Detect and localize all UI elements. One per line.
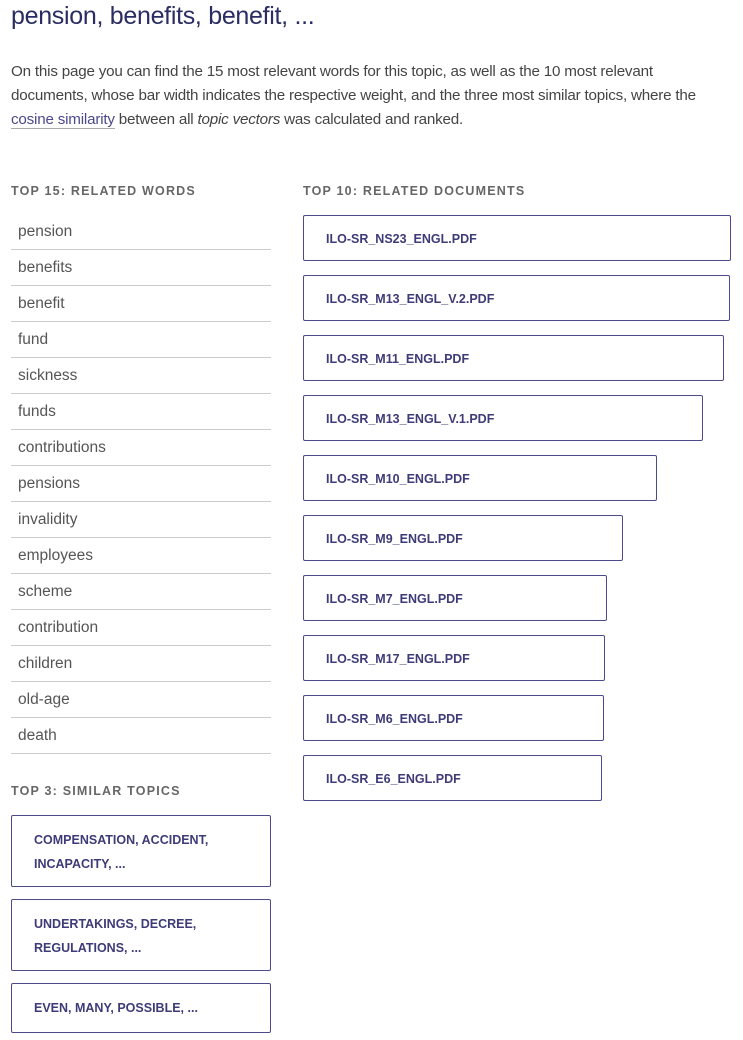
document-bar[interactable]: ILO-SR_M13_ENGL_V.1.PDF <box>303 395 703 441</box>
word-item: sickness <box>11 358 271 394</box>
document-bar[interactable]: ILO-SR_M17_ENGL.PDF <box>303 635 605 681</box>
document-bar[interactable]: ILO-SR_M13_ENGL_V.2.PDF <box>303 275 730 321</box>
document-bar[interactable]: ILO-SR_M10_ENGL.PDF <box>303 455 657 501</box>
document-bar[interactable]: ILO-SR_E6_ENGL.PDF <box>303 755 602 801</box>
word-item: funds <box>11 394 271 430</box>
document-bar[interactable]: ILO-SR_M7_ENGL.PDF <box>303 575 607 621</box>
similar-topic-button[interactable]: COMPENSATION, ACCIDENT, INCAPACITY, ... <box>11 815 271 887</box>
word-item: contribution <box>11 610 271 646</box>
document-bar[interactable]: ILO-SR_M6_ENGL.PDF <box>303 695 604 741</box>
intro-part: On this page you can find the 15 most re… <box>11 63 696 104</box>
intro-part: between all <box>114 111 198 128</box>
word-item: scheme <box>11 574 271 610</box>
intro-italic: topic vectors <box>197 111 281 128</box>
word-item: contributions <box>11 430 271 466</box>
document-bar[interactable]: ILO-SR_NS23_ENGL.PDF <box>303 215 731 261</box>
word-item: benefits <box>11 250 271 286</box>
document-bar[interactable]: ILO-SR_M11_ENGL.PDF <box>303 335 724 381</box>
cosine-similarity-link[interactable]: cosine similarity <box>11 111 115 129</box>
intro-part: was calculated and ranked. <box>280 111 463 128</box>
similar-topic-button[interactable]: UNDERTAKINGS, DECREE, REGULATIONS, ... <box>11 899 271 971</box>
word-item: pensions <box>11 466 271 502</box>
page-title: pension, benefits, benefit, ... <box>11 2 315 30</box>
word-item: old-age <box>11 682 271 718</box>
topics-heading: TOP 3: SIMILAR TOPICS <box>11 784 181 798</box>
word-item: children <box>11 646 271 682</box>
related-words-list: pension benefits benefit fund sickness funds c… <box>11 214 271 754</box>
intro-text: On this page you can find the 15 most re… <box>11 60 731 132</box>
documents-heading: TOP 10: RELATED DOCUMENTS <box>303 184 526 198</box>
word-item: invalidity <box>11 502 271 538</box>
word-item: fund <box>11 322 271 358</box>
words-heading: TOP 15: RELATED WORDS <box>11 184 196 198</box>
word-item: death <box>11 718 271 754</box>
document-bar[interactable]: ILO-SR_M9_ENGL.PDF <box>303 515 623 561</box>
word-item: employees <box>11 538 271 574</box>
word-item: benefit <box>11 286 271 322</box>
similar-topic-button[interactable]: EVEN, MANY, POSSIBLE, ... <box>11 983 271 1033</box>
word-item: pension <box>11 214 271 250</box>
